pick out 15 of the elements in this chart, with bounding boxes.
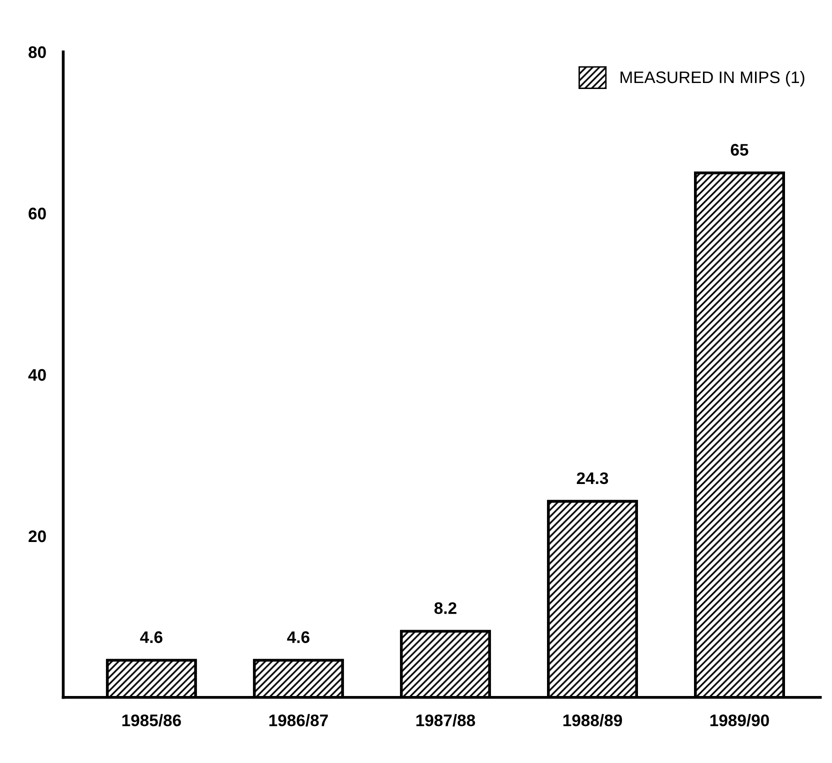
data-label: 4.6 [140, 631, 162, 644]
y-tick-label: 20 [28, 530, 46, 542]
x-tick-label: 1985/86 [122, 714, 181, 726]
x-tick-label: 1987/88 [416, 714, 476, 726]
data-label: 24.3 [576, 472, 608, 484]
y-tick-label: 40 [28, 369, 46, 381]
data-label: 65 [730, 144, 748, 156]
y-tick-label: 60 [28, 208, 46, 220]
data-label: 4.6 [287, 631, 310, 644]
x-tick-label: 1986/87 [269, 714, 328, 726]
x-tick-label: 1989/90 [710, 714, 769, 726]
legend-label: MEASURED IN MIPS (1) [620, 70, 804, 86]
data-label: 8.2 [434, 602, 456, 614]
y-tick-label: 80 [28, 46, 46, 58]
x-tick-label: 1988/89 [563, 714, 622, 726]
